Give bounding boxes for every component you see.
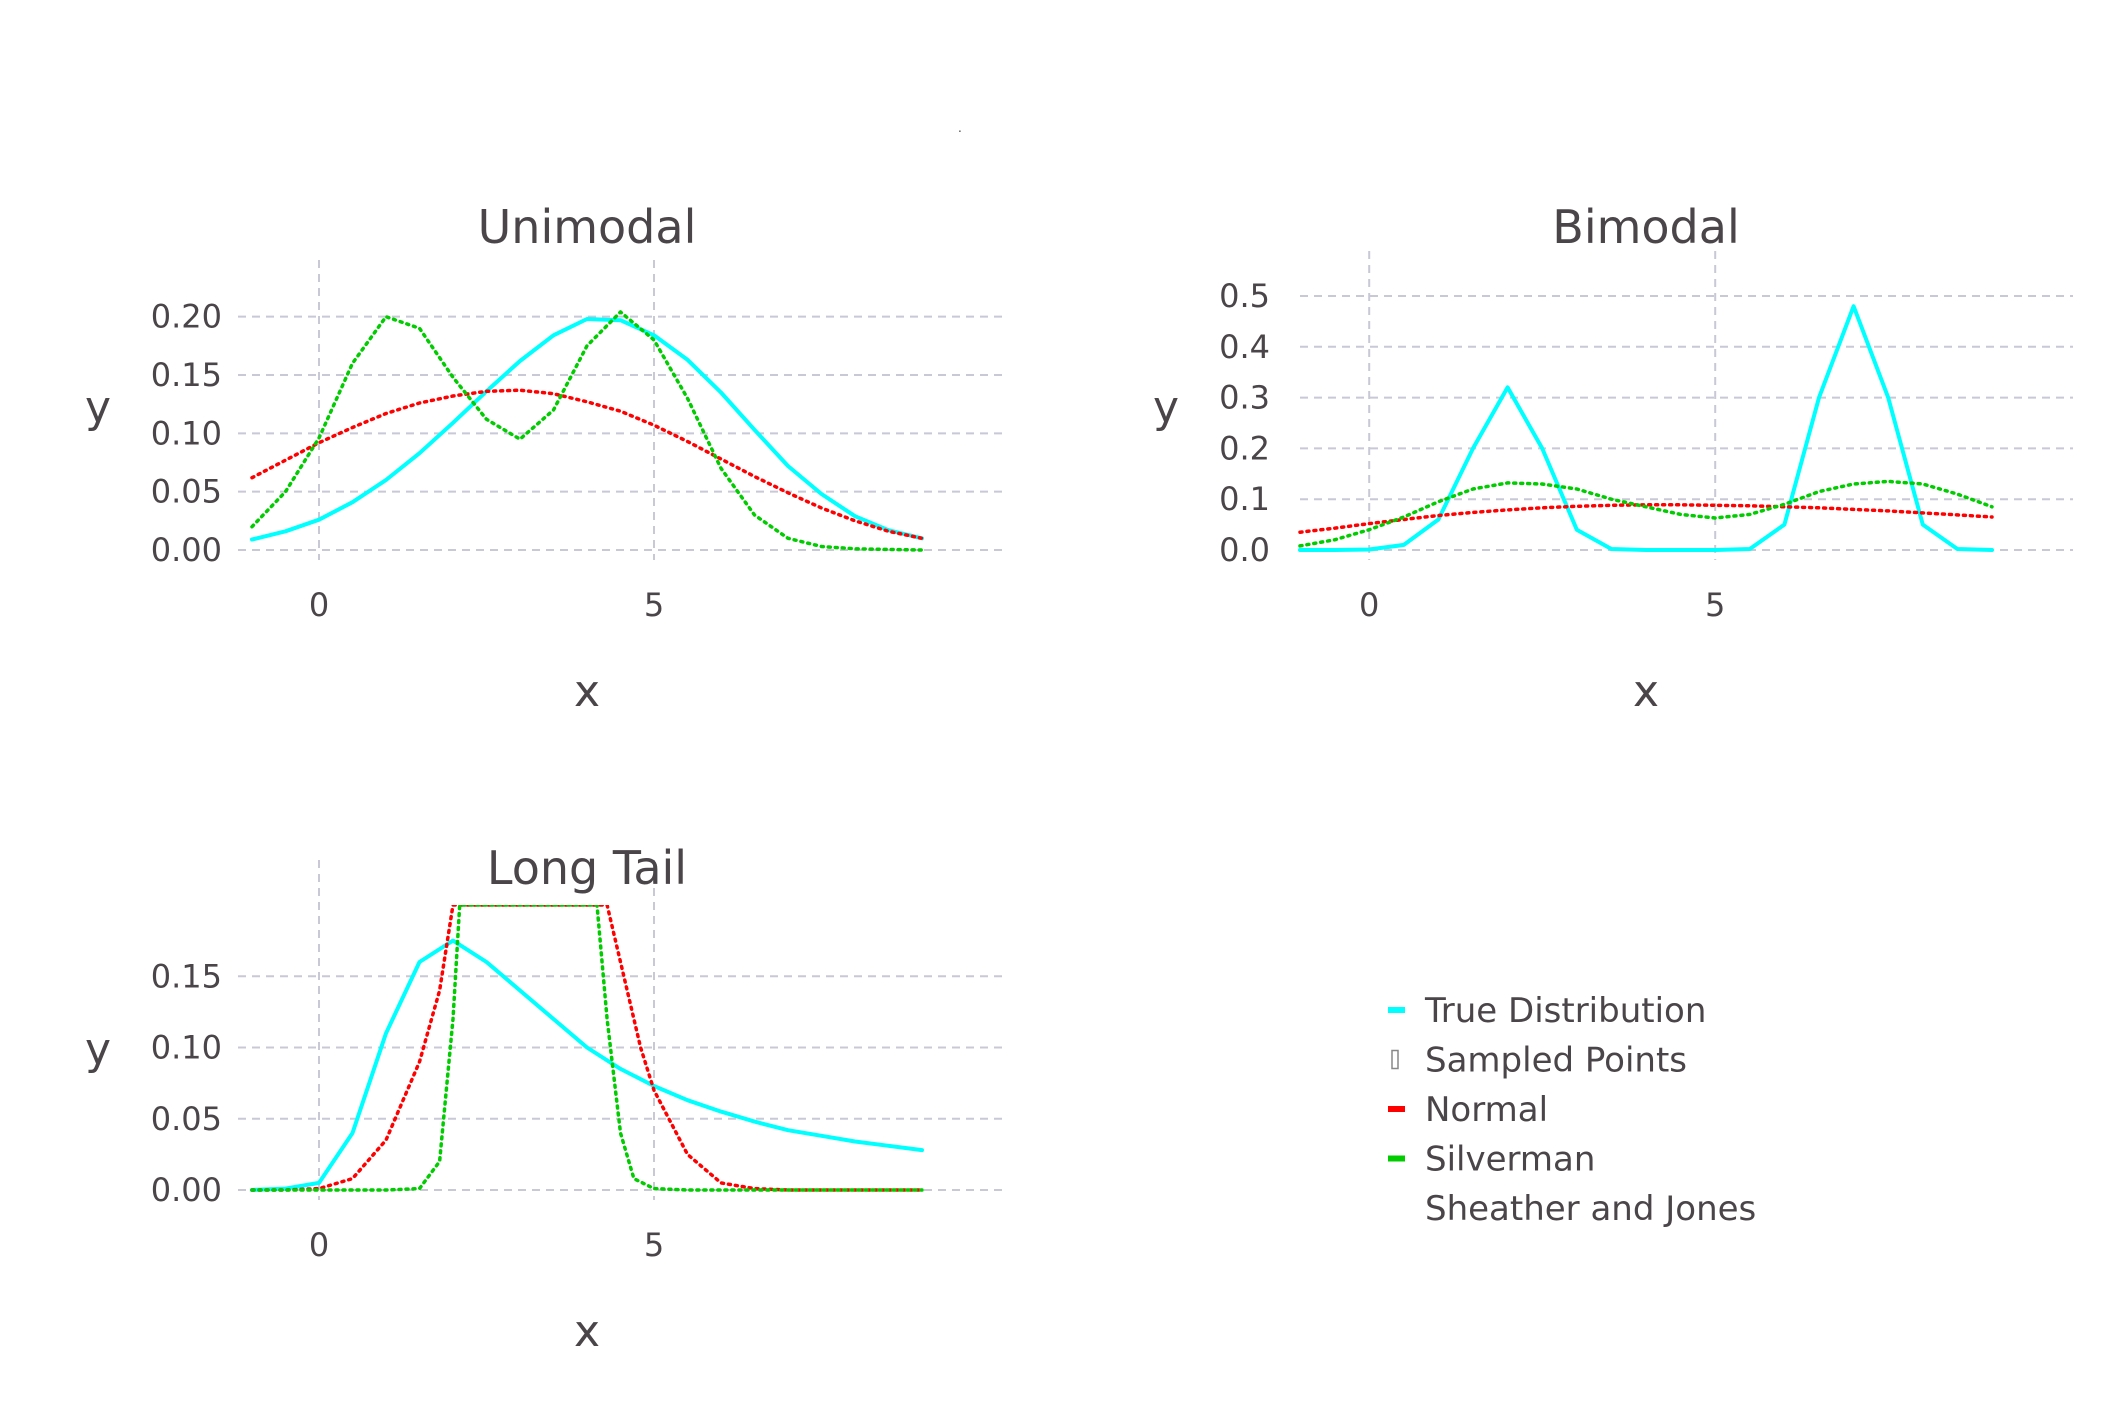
unimodal-xtick-label: 5 — [644, 586, 664, 624]
legend-item-true-distribution: True Distribution — [1388, 991, 1706, 1031]
unimodal-true-distribution-line — [250, 317, 924, 542]
unimodal-chart: 0.00 0.05 0.10 0.15 0.20 0 5 Unimodal x y — [85, 200, 1008, 717]
long-tail-chart: 0.00 0.05 0.10 0.15 0 5 Long Tail x y — [85, 841, 1008, 1357]
legend-item-silverman: Silverman — [1388, 1140, 1595, 1180]
bimodal-xtick-label: 0 — [1359, 586, 1379, 624]
bimodal-ytick-label: 0.1 — [1219, 480, 1270, 518]
unimodal-ytick-label: 0.00 — [151, 531, 222, 569]
bimodal-ytick-label: 0.2 — [1219, 429, 1270, 467]
bimodal-ytick-label: 0.0 — [1219, 531, 1270, 569]
unimodal-y-axis-label: y — [85, 382, 111, 433]
bimodal-ytick-label: 0.5 — [1219, 277, 1270, 315]
bimodal-ytick-label: 0.3 — [1219, 379, 1270, 417]
long-tail-true-distribution-line — [250, 938, 924, 1192]
unimodal-normal-line — [250, 388, 924, 541]
long-tail-normal-line — [250, 905, 924, 1192]
long-tail-series-group — [250, 905, 924, 1192]
bimodal-x-axis-label: x — [1633, 666, 1659, 717]
unimodal-title: Unimodal — [478, 200, 697, 254]
bimodal-y-axis-label: y — [1153, 382, 1179, 433]
unimodal-ytick-label: 0.20 — [151, 298, 222, 336]
legend-label-silverman: Silverman — [1425, 1140, 1595, 1180]
unimodal-ytick-label: 0.10 — [151, 414, 222, 452]
legend-item-sampled-points: Sampled Points — [1391, 1041, 1687, 1081]
legend-label-normal: Normal — [1425, 1090, 1548, 1130]
unimodal-xtick-label: 0 — [309, 586, 329, 624]
bimodal-silverman-line — [1298, 479, 1994, 548]
legend-swatch-sampled-points — [1391, 1049, 1399, 1070]
legend-label-sampled-points: Sampled Points — [1425, 1041, 1687, 1081]
long-tail-ytick-label: 0.05 — [151, 1100, 222, 1138]
unimodal-x-axis-label: x — [574, 666, 600, 717]
legend-label-true-distribution: True Distribution — [1424, 991, 1706, 1031]
unimodal-ytick-label: 0.15 — [151, 356, 222, 394]
unimodal-silverman-line — [250, 310, 924, 552]
long-tail-ytick-label: 0.15 — [151, 957, 222, 995]
long-tail-y-axis-label: y — [85, 1024, 111, 1075]
subplots: 0.000.050.100.150.200 5Unimodalxy0.00.10.… — [85, 200, 2073, 1357]
tiny-mark: . — [958, 121, 962, 135]
bimodal-ytick-label: 0.4 — [1219, 328, 1270, 366]
long-tail-ytick-label: 0.00 — [151, 1171, 222, 1209]
bimodal-xtick-label: 5 — [1705, 586, 1725, 624]
bimodal-true-distribution-line — [1298, 304, 1994, 552]
long-tail-ytick-label: 0.10 — [151, 1029, 222, 1067]
unimodal-ytick-label: 0.05 — [151, 473, 222, 511]
long-tail-x-axis-label: x — [574, 1306, 600, 1357]
unimodal-series-group — [250, 310, 924, 552]
long-tail-silverman-line — [250, 905, 924, 1192]
legend-label-sheather-and-jones: Sheather and Jones — [1425, 1189, 1756, 1229]
legend-item-sheather-and-jones: Sheather and Jones — [1425, 1189, 1756, 1229]
long-tail-title: Long Tail — [487, 841, 687, 895]
bimodal-title: Bimodal — [1552, 200, 1739, 254]
long-tail-xtick-label: 5 — [644, 1226, 664, 1264]
legend-item-normal: Normal — [1388, 1090, 1548, 1130]
bimodal-chart: 0.0 0.1 0.2 0.3 0.4 0.5 0 5 Bimodal x y — [1153, 200, 2073, 717]
legend: True Distribution Sampled Points Normal Sil… — [1388, 991, 1756, 1229]
long-tail-xtick-label: 0 — [309, 1226, 329, 1264]
bimodal-series-group — [1298, 304, 1994, 552]
